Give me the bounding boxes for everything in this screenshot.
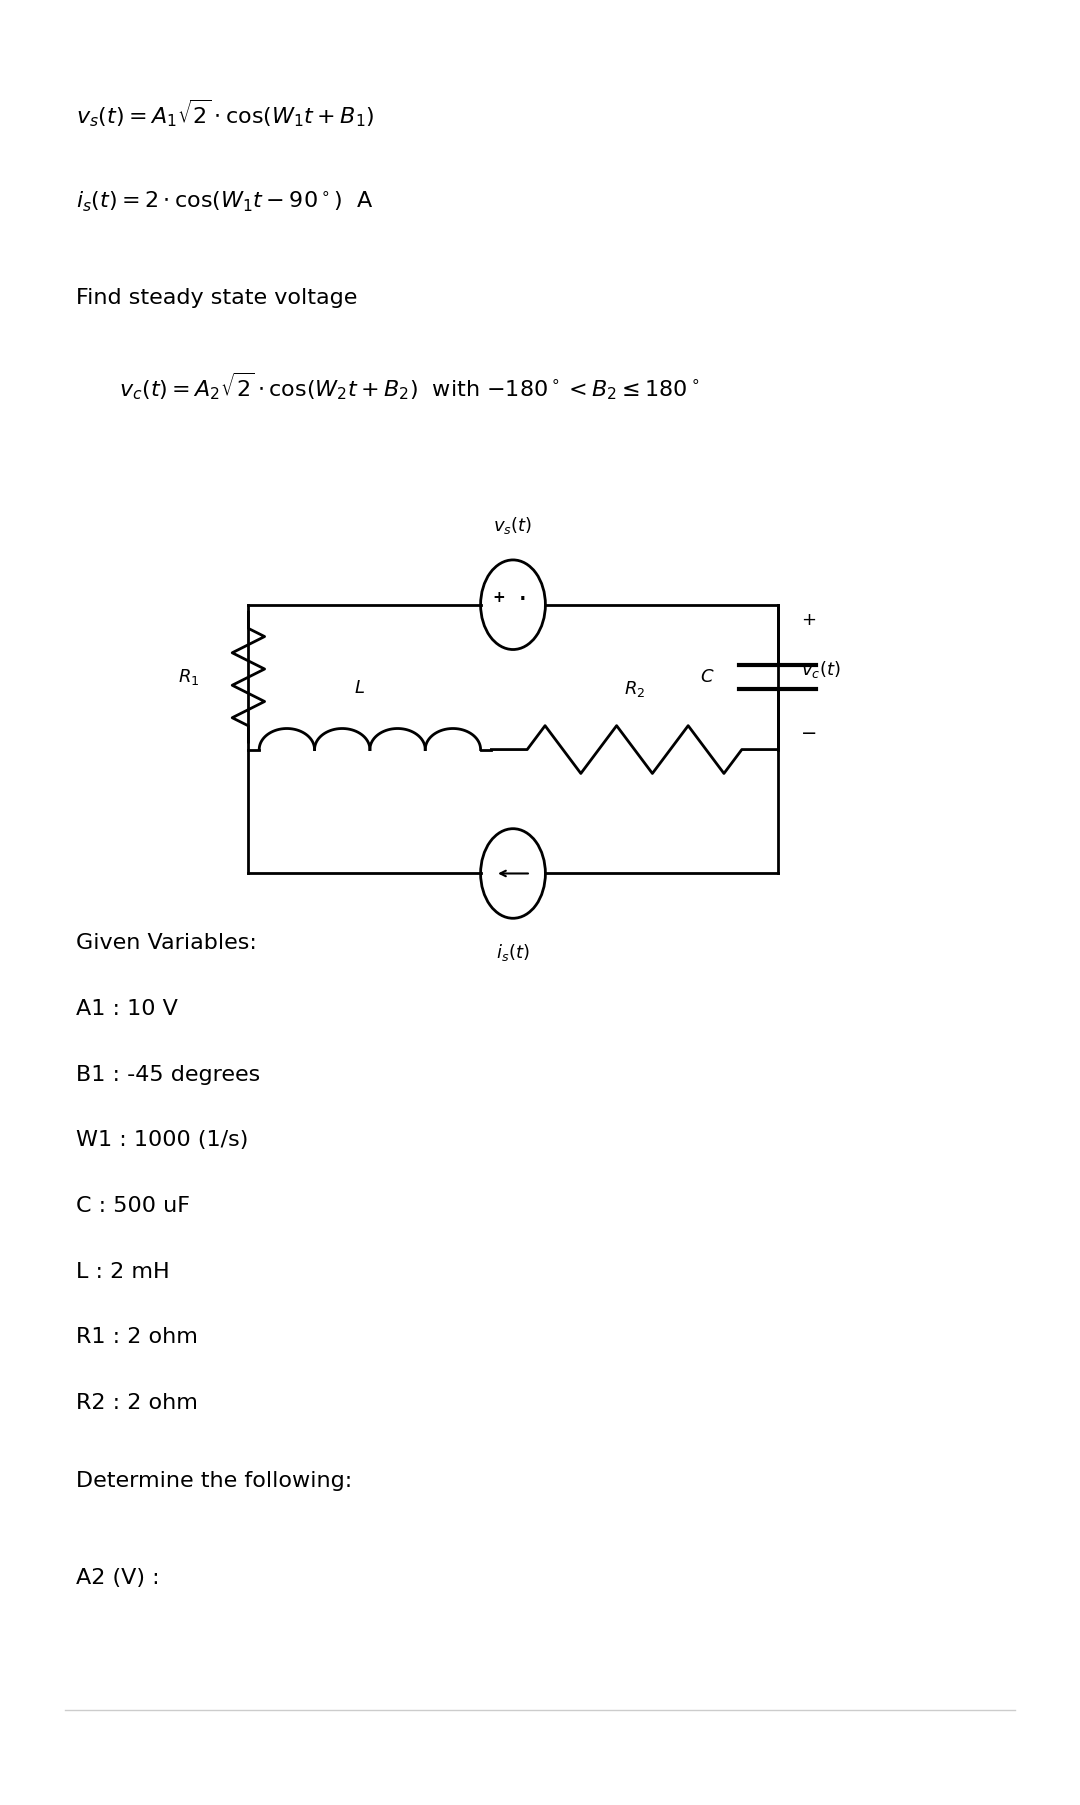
Text: A2 (V) :: A2 (V) :: [76, 1569, 159, 1588]
Text: Determine the following:: Determine the following:: [76, 1471, 352, 1491]
Text: $R_2$: $R_2$: [624, 679, 645, 699]
Text: −: −: [801, 724, 818, 744]
Text: Find steady state voltage: Find steady state voltage: [76, 289, 357, 309]
Text: $v_s(t) = A_1\sqrt{2} \cdot \cos(W_1t + B_1)$: $v_s(t) = A_1\sqrt{2} \cdot \cos(W_1t + …: [76, 97, 374, 128]
Text: +: +: [801, 612, 816, 630]
Text: $i_s(t)$: $i_s(t)$: [496, 942, 530, 964]
Text: $v_s(t)$: $v_s(t)$: [494, 514, 532, 536]
Text: C : 500 uF: C : 500 uF: [76, 1197, 190, 1217]
Text: Given Variables:: Given Variables:: [76, 933, 256, 953]
Text: R2 : 2 ohm: R2 : 2 ohm: [76, 1393, 198, 1413]
Text: L: L: [354, 679, 364, 697]
Text: W1 : 1000 (1/s): W1 : 1000 (1/s): [76, 1130, 248, 1150]
Text: A1 : 10 V: A1 : 10 V: [76, 998, 177, 1018]
Text: +: +: [492, 590, 504, 605]
Text: $v_c(t) = A_2\sqrt{2} \cdot \cos(W_2t + B_2)$  with $-180^\circ < B_2 \leq 180^\: $v_c(t) = A_2\sqrt{2} \cdot \cos(W_2t + …: [119, 370, 699, 403]
Text: ·: ·: [518, 587, 527, 616]
Text: $v_c(t)$: $v_c(t)$: [801, 659, 841, 680]
Text: $R_1$: $R_1$: [178, 668, 200, 688]
Text: C: C: [700, 668, 713, 686]
Text: R1 : 2 ohm: R1 : 2 ohm: [76, 1327, 198, 1347]
Text: $i_s(t) = 2 \cdot \cos(W_1t - 90^\circ)$  A: $i_s(t) = 2 \cdot \cos(W_1t - 90^\circ)$…: [76, 190, 374, 215]
Text: L : 2 mH: L : 2 mH: [76, 1262, 170, 1282]
Text: B1 : -45 degrees: B1 : -45 degrees: [76, 1065, 260, 1085]
